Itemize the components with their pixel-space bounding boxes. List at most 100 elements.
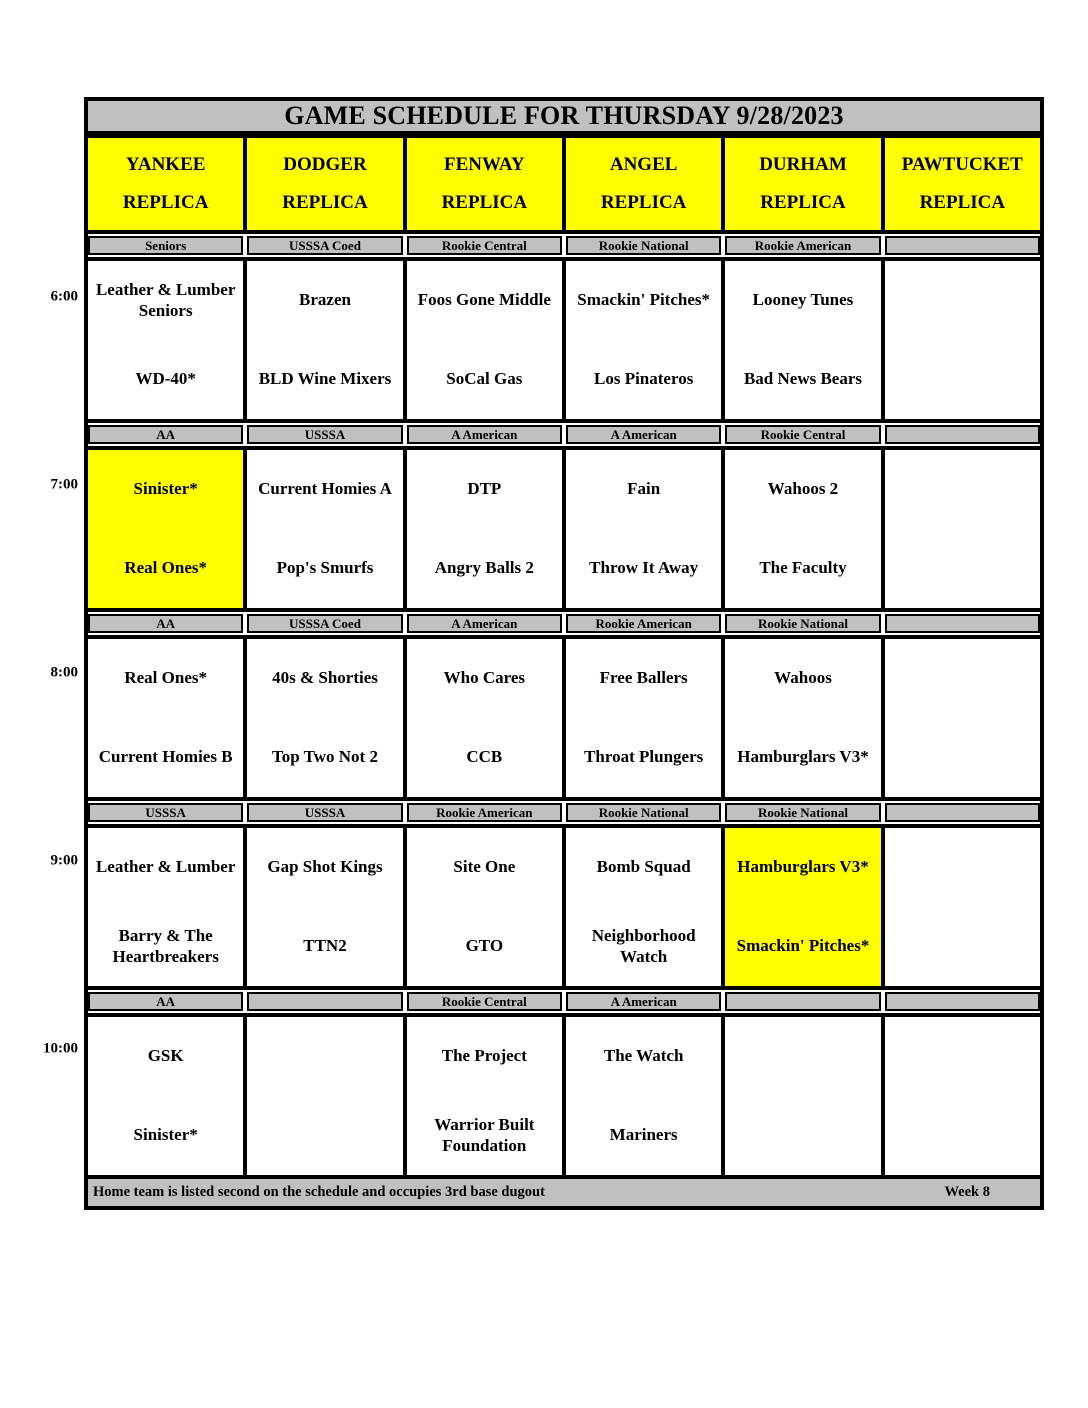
division-label: AA [88, 992, 244, 1011]
home-team [725, 1096, 880, 1175]
game-cell: Hamburglars V3* Smackin' Pitches* [725, 828, 881, 986]
division-row-800: AA USSSA Coed A American Rookie American… [88, 614, 1040, 633]
away-team: Gap Shot Kings [267, 857, 383, 877]
game-cell: Current Homies A Pop's Smurfs [247, 450, 403, 608]
home-team: TTN2 [303, 936, 347, 956]
division-label: Rookie National [565, 803, 722, 822]
away-team [247, 1017, 402, 1096]
time-label-1000: 10:00 [43, 1040, 78, 1057]
field-name: ANGEL [609, 154, 678, 175]
away-team [885, 639, 1040, 718]
away-team [725, 1017, 880, 1096]
away-team: Looney Tunes [752, 290, 854, 310]
page-title: GAME SCHEDULE FOR THURSDAY 9/28/2023 [88, 101, 1040, 134]
field-header-row: YANKEE REPLICA DODGER REPLICA FENWAY REPLIC… [88, 134, 1040, 234]
game-row-700: Sinister* Real Ones* Current Homies A Pop'… [88, 446, 1040, 612]
game-cell: Fain Throw It Away [565, 450, 722, 608]
away-team: Foos Gone Middle [417, 290, 551, 310]
division-label: A American [565, 425, 722, 444]
division-label: USSSA [247, 803, 403, 822]
home-team: Bad News Bears [743, 369, 863, 389]
division-label [725, 992, 881, 1011]
away-team: Bomb Squad [596, 857, 691, 877]
home-team: WD-40* [135, 369, 196, 389]
field-subname: REPLICA [919, 192, 1006, 213]
game-cell: The Watch Mariners [565, 1017, 722, 1175]
away-team: Free Ballers [599, 668, 688, 688]
home-team: Neighborhood Watch [591, 926, 696, 966]
home-team: SoCal Gas [446, 369, 523, 389]
home-team: Pop's Smurfs [276, 558, 374, 578]
away-team: Brazen [299, 290, 351, 310]
game-cell: Free Ballers Throat Plungers [565, 639, 722, 797]
game-cell [884, 828, 1040, 986]
division-label: A American [406, 614, 562, 633]
division-label [884, 992, 1040, 1011]
home-team-note: Home team is listed second on the schedu… [93, 1184, 545, 1200]
home-team [247, 1096, 402, 1175]
home-team [885, 340, 1040, 419]
time-label-900: 9:00 [50, 852, 79, 869]
division-label: Seniors [88, 236, 244, 255]
field-subname: REPLICA [122, 192, 209, 213]
division-label [884, 614, 1040, 633]
footer-row: Home team is listed second on the schedu… [88, 1179, 1040, 1206]
game-cell: Leather & Lumber Barry & The Heartbreaker… [88, 828, 244, 986]
home-team: Warrior Built Foundation [434, 1115, 535, 1155]
division-label: Rookie Central [406, 236, 562, 255]
division-label: Rookie American [406, 803, 562, 822]
division-label: USSSA Coed [247, 614, 403, 633]
field-header-pawtucket: PAWTUCKET REPLICA [884, 138, 1040, 230]
field-subname: REPLICA [282, 192, 368, 213]
home-team [885, 718, 1040, 797]
division-label: USSSA [247, 425, 403, 444]
game-cell: The Project Warrior Built Foundation [406, 1017, 562, 1175]
division-label: USSSA [88, 803, 244, 822]
home-team: Real Ones* [124, 558, 207, 578]
away-team [885, 1017, 1040, 1096]
away-team: Fain [627, 479, 661, 499]
field-header-yankee: YANKEE REPLICA [88, 138, 244, 230]
field-subname: REPLICA [760, 192, 846, 213]
field-header-durham: DURHAM REPLICA [725, 138, 881, 230]
field-header-dodger: DODGER REPLICA [247, 138, 403, 230]
away-team [885, 828, 1040, 907]
game-cell: Brazen BLD Wine Mixers [247, 261, 403, 419]
game-row-800: Real Ones* Current Homies B 40s & Shortie… [88, 635, 1040, 801]
away-team: Smackin' Pitches* [577, 290, 710, 310]
away-team: The Project [441, 1046, 527, 1066]
field-name: YANKEE [125, 154, 206, 175]
division-row-1000: AA Rookie Central A American [88, 992, 1040, 1011]
field-name: DODGER [283, 154, 367, 175]
home-team: CCB [466, 747, 503, 767]
away-team: Wahoos [774, 668, 832, 688]
division-row-700: AA USSSA A American A American Rookie Ce… [88, 425, 1040, 444]
game-cell: Gap Shot Kings TTN2 [247, 828, 403, 986]
away-team: Real Ones* [124, 668, 207, 688]
field-header-angel: ANGEL REPLICA [565, 138, 722, 230]
division-label: A American [406, 425, 562, 444]
division-label: AA [88, 614, 244, 633]
division-label: Rookie American [565, 614, 722, 633]
away-team [885, 450, 1040, 529]
game-cell: Who Cares CCB [406, 639, 562, 797]
game-cell [884, 261, 1040, 419]
game-cell: Leather & Lumber Seniors WD-40* [88, 261, 244, 419]
away-team: Who Cares [443, 668, 526, 688]
home-team [885, 529, 1040, 608]
field-name: DURHAM [759, 154, 847, 175]
game-cell: 40s & Shorties Top Two Not 2 [247, 639, 403, 797]
home-team: Throat Plungers [584, 747, 704, 767]
schedule-table: GAME SCHEDULE FOR THURSDAY 9/28/2023 YAN… [84, 97, 1044, 1210]
game-cell [884, 639, 1040, 797]
game-cell: Real Ones* Current Homies B [88, 639, 244, 797]
time-label-800: 8:00 [50, 664, 79, 681]
away-team: DTP [467, 479, 502, 499]
away-team: Current Homies A [258, 479, 392, 499]
field-subname: REPLICA [600, 192, 687, 213]
game-cell [884, 450, 1040, 608]
division-label: AA [88, 425, 244, 444]
home-team: Sinister* [133, 1125, 198, 1145]
division-label [884, 803, 1040, 822]
